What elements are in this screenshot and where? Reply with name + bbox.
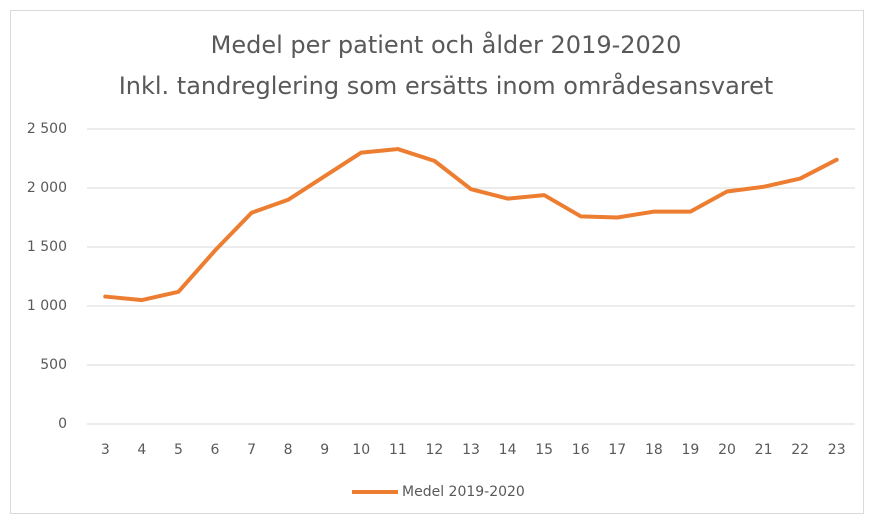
y-tick-label: 500 [40,357,67,373]
x-tick-label: 16 [572,442,590,458]
x-tick-label: 10 [352,442,370,458]
x-tick-label: 21 [755,442,773,458]
y-tick-label: 2 000 [27,180,67,196]
x-tick-label: 13 [462,442,480,458]
chart-title: Medel per patient och ålder 2019-2020 [211,30,682,59]
x-tick-label: 19 [682,442,700,458]
x-tick-label: 18 [645,442,663,458]
x-tick-label: 4 [137,442,146,458]
chart-subtitle: Inkl. tandreglering som ersätts inom omr… [119,71,774,100]
x-tick-label: 8 [284,442,293,458]
x-tick-label: 20 [718,442,736,458]
x-tick-label: 9 [320,442,329,458]
x-tick-label: 11 [389,442,407,458]
x-tick-label: 15 [535,442,553,458]
data-line [103,147,839,303]
x-tick-label: 3 [101,442,110,458]
x-tick-label: 22 [791,442,809,458]
chart-border [10,10,864,514]
y-tick-label: 2 500 [27,121,67,137]
x-tick-label: 23 [828,442,846,458]
x-tick-label: 5 [174,442,183,458]
y-tick-label: 1 000 [27,298,67,314]
x-tick-label: 6 [211,442,220,458]
legend-label: Medel 2019-2020 [402,484,525,500]
x-tick-label: 14 [499,442,517,458]
x-tick-label: 12 [426,442,444,458]
y-tick-label: 1 500 [27,239,67,255]
x-tick-label: 7 [247,442,256,458]
x-tick-label: 17 [608,442,626,458]
y-tick-label: 0 [58,416,67,432]
